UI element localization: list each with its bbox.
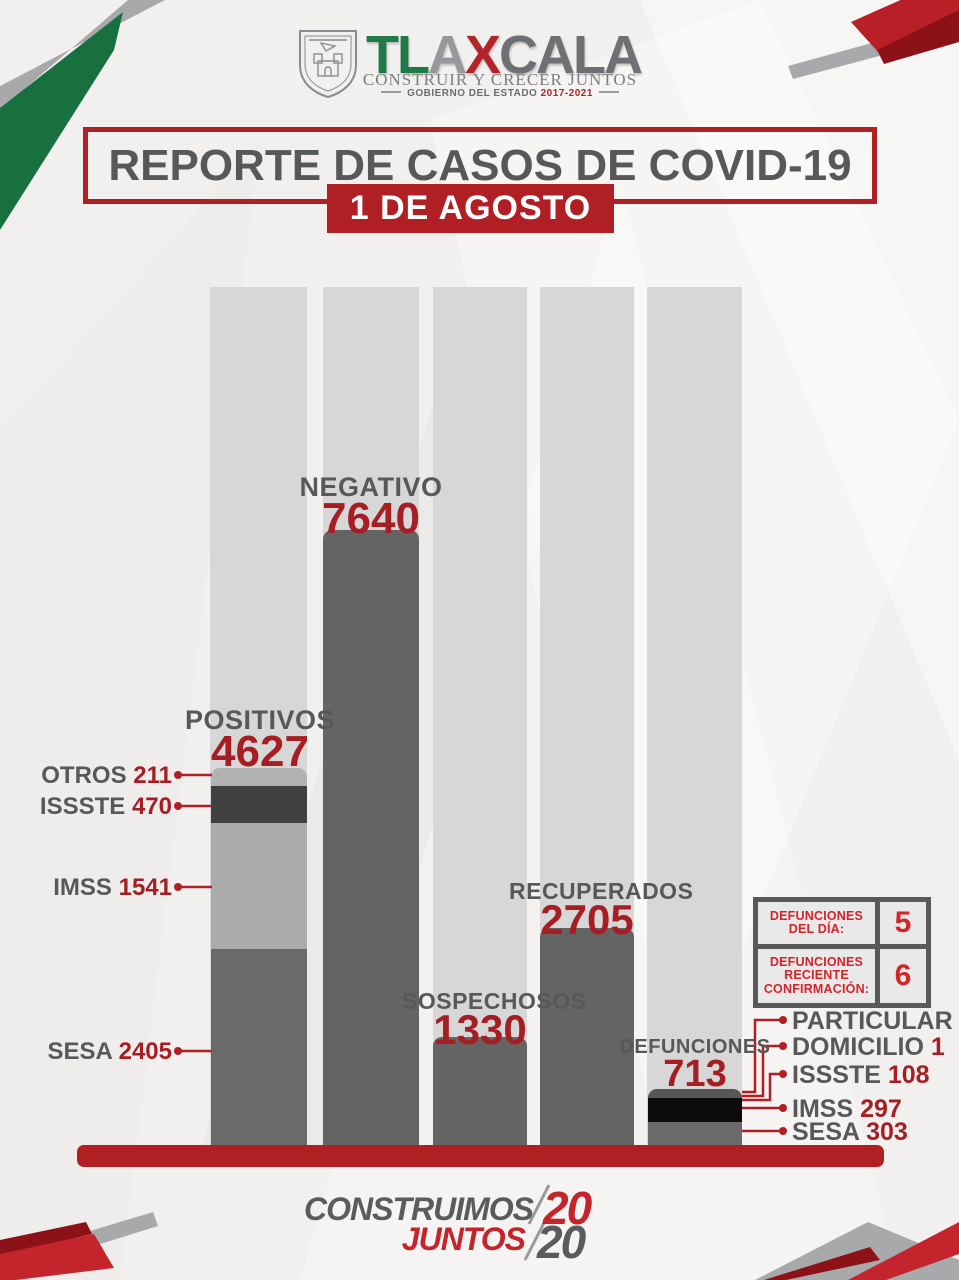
death-domicilio: DOMICILIO 1	[792, 1033, 945, 1062]
deaths-recent-value: 6	[880, 949, 926, 1003]
breakdown-otros: OTROS 211	[20, 762, 172, 790]
death-particular-label: PARTICULAR	[792, 1007, 953, 1035]
death-sesa-label: SESA	[792, 1118, 860, 1146]
breakdown-imss-label: IMSS	[53, 874, 112, 901]
value-negativo: 7640	[322, 494, 420, 543]
value-sospechosos: 1330	[433, 1006, 527, 1053]
top-right-ribbon	[788, 0, 959, 79]
breakdown-sesa: SESA 2405	[20, 1038, 172, 1066]
value-recuperados: 2705	[540, 896, 634, 943]
death-issste: ISSSTE 108	[792, 1061, 930, 1090]
value-positivos: 4627	[211, 727, 309, 776]
death-domicilio-value: 1	[930, 1033, 945, 1061]
deaths-today-label: DEFUNCIONES DEL DÍA:	[758, 902, 875, 944]
brand-tl: TL	[366, 25, 430, 85]
gov-dash-left	[381, 91, 402, 94]
brand-wordmark: TLAXCALA	[366, 24, 646, 86]
bar-defunciones	[648, 1089, 742, 1145]
breakdown-imss: IMSS 1541	[20, 874, 172, 902]
breakdown-imss-value: 1541	[118, 874, 172, 901]
segment-def-imss	[648, 1098, 742, 1122]
bottom-left-ribbon	[0, 1212, 158, 1280]
segment-issste	[211, 786, 307, 823]
breakdown-issste-value: 470	[131, 793, 172, 820]
deaths-recent-label: DEFUNCIONES RECIENTE CONFIRMACIÓN:	[758, 949, 875, 1003]
segment-def-sesa	[648, 1122, 742, 1145]
death-domicilio-label: DOMICILIO	[792, 1033, 924, 1061]
chart-track	[647, 287, 742, 1150]
breakdown-otros-value: 211	[133, 762, 172, 789]
breakdown-otros-label: OTROS	[41, 762, 127, 789]
gov-label: GOBIERNO DEL ESTADO	[407, 88, 538, 99]
death-particular: PARTICULAR 4	[792, 1007, 959, 1036]
government-line: GOBIERNO DEL ESTADO 2017-2021	[360, 88, 640, 99]
brand-cala: CALA	[499, 25, 643, 85]
breakdown-sesa-label: SESA	[47, 1038, 112, 1065]
gov-years: 2017-2021	[540, 88, 593, 99]
brand-x: X	[464, 25, 501, 85]
footer-year-bottom: 20	[537, 1216, 586, 1268]
value-defunciones: 713	[663, 1053, 727, 1095]
death-issste-value: 108	[887, 1061, 930, 1089]
brand-a: A	[427, 25, 467, 85]
death-issste-label: ISSSTE	[792, 1061, 881, 1089]
brand-tagline: CONSTRUIR Y CRECER JUNTOS	[362, 70, 638, 89]
bar-positivos	[211, 768, 307, 1145]
breakdown-issste-label: ISSSTE	[39, 793, 126, 820]
segment-sesa	[211, 949, 307, 1145]
footer-juntos: JUNTOS	[401, 1221, 526, 1257]
report-date: 1 DE AGOSTO	[327, 184, 614, 233]
death-sesa: SESA 303	[792, 1118, 908, 1147]
chart-baseline	[77, 1145, 884, 1167]
bottom-right-ribbon	[755, 1222, 959, 1280]
segment-imss	[211, 823, 307, 949]
breakdown-issste: ISSSTE 470	[20, 793, 172, 821]
tlaxcala-shield-icon	[299, 30, 357, 99]
breakdown-sesa-value: 2405	[118, 1038, 172, 1065]
gov-dash-right	[598, 91, 619, 94]
deaths-info-panel: DEFUNCIONES DEL DÍA: 5 DEFUNCIONES RECIE…	[753, 897, 931, 1008]
death-sesa-value: 303	[866, 1118, 908, 1146]
deaths-today-value: 5	[880, 902, 926, 944]
